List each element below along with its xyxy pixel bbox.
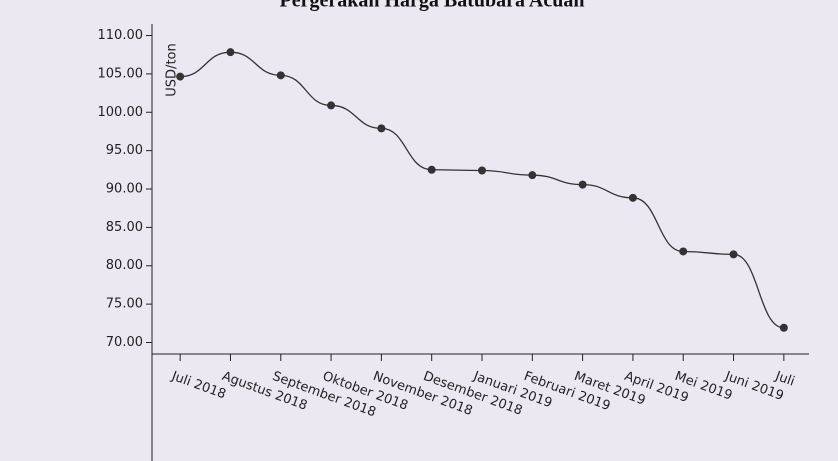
point <box>427 165 436 174</box>
point <box>327 101 336 110</box>
y-tick-label: 105.00 <box>98 66 144 81</box>
y-tick-label: 95.00 <box>106 143 143 158</box>
line <box>180 51 784 329</box>
point <box>578 180 587 189</box>
point <box>478 166 486 175</box>
point <box>679 247 688 256</box>
point <box>226 48 235 57</box>
y-tick-label: 110.00 <box>98 28 144 43</box>
chart-title: Pergerakan Harga Batubara Acuan <box>280 0 585 12</box>
point <box>729 250 738 259</box>
y-tick-label: 80.00 <box>106 258 143 273</box>
point <box>176 72 185 81</box>
point <box>779 323 788 332</box>
y-tick-label: 100.00 <box>98 105 144 120</box>
point <box>377 124 386 133</box>
point <box>628 193 637 202</box>
x-tick-label: Juli <box>772 369 796 390</box>
x-tick-label: Juli 2018 <box>169 369 228 403</box>
y-tick-label: 85.00 <box>106 220 143 235</box>
y-axis-label: USD/ton <box>165 43 180 96</box>
y-tick-label: 75.00 <box>106 297 143 312</box>
point <box>528 171 537 180</box>
y-tick-label: 90.00 <box>106 182 143 197</box>
y-tick-label: 70.00 <box>106 335 143 350</box>
point <box>276 71 285 80</box>
